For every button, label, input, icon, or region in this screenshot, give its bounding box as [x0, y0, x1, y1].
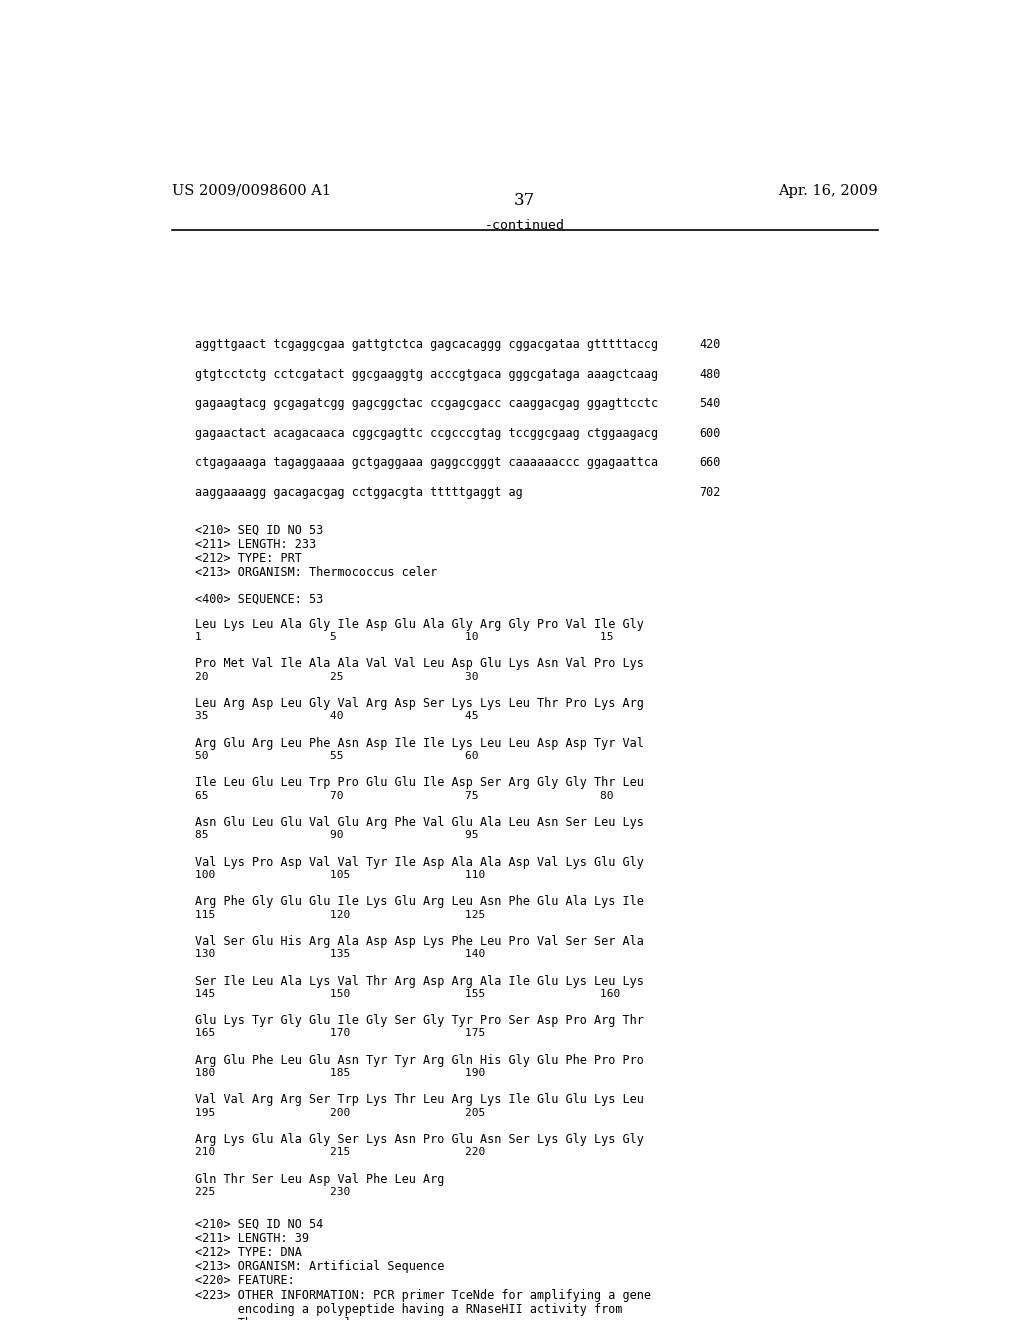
- Text: aaggaaaagg gacagacgag cctggacgta tttttgaggt ag: aaggaaaagg gacagacgag cctggacgta tttttga…: [196, 486, 523, 499]
- Text: gagaagtacg gcgagatcgg gagcggctac ccgagcgacc caaggacgag ggagttcctc: gagaagtacg gcgagatcgg gagcggctac ccgagcg…: [196, 397, 658, 411]
- Text: encoding a polypeptide having a RNaseHII activity from: encoding a polypeptide having a RNaseHII…: [196, 1303, 623, 1316]
- Text: Pro Met Val Ile Ala Ala Val Val Leu Asp Glu Lys Asn Val Pro Lys: Pro Met Val Ile Ala Ala Val Val Leu Asp …: [196, 657, 644, 671]
- Text: <213> ORGANISM: Thermococcus celer: <213> ORGANISM: Thermococcus celer: [196, 566, 437, 579]
- Text: Ser Ile Leu Ala Lys Val Thr Arg Asp Arg Ala Ile Glu Lys Leu Lys: Ser Ile Leu Ala Lys Val Thr Arg Asp Arg …: [196, 974, 644, 987]
- Text: <212> TYPE: DNA: <212> TYPE: DNA: [196, 1246, 302, 1259]
- Text: <212> TYPE: PRT: <212> TYPE: PRT: [196, 552, 302, 565]
- Text: 35                  40                  45: 35 40 45: [196, 711, 479, 721]
- Text: Leu Arg Asp Leu Gly Val Arg Asp Ser Lys Lys Leu Thr Pro Lys Arg: Leu Arg Asp Leu Gly Val Arg Asp Ser Lys …: [196, 697, 644, 710]
- Text: 420: 420: [699, 338, 721, 351]
- Text: 540: 540: [699, 397, 721, 411]
- Text: 37: 37: [514, 191, 536, 209]
- Text: <211> LENGTH: 233: <211> LENGTH: 233: [196, 537, 316, 550]
- Text: ctgagaaaga tagaggaaaa gctgaggaaa gaggccgggt caaaaaaccc ggagaattca: ctgagaaaga tagaggaaaa gctgaggaaa gaggccg…: [196, 457, 658, 469]
- Text: Glu Lys Tyr Gly Glu Ile Gly Ser Gly Tyr Pro Ser Asp Pro Arg Thr: Glu Lys Tyr Gly Glu Ile Gly Ser Gly Tyr …: [196, 1014, 644, 1027]
- Text: Val Ser Glu His Arg Ala Asp Asp Lys Phe Leu Pro Val Ser Ser Ala: Val Ser Glu His Arg Ala Asp Asp Lys Phe …: [196, 935, 644, 948]
- Text: Asn Glu Leu Glu Val Glu Arg Phe Val Glu Ala Leu Asn Ser Leu Lys: Asn Glu Leu Glu Val Glu Arg Phe Val Glu …: [196, 816, 644, 829]
- Text: Ile Leu Glu Leu Trp Pro Glu Glu Ile Asp Ser Arg Gly Gly Thr Leu: Ile Leu Glu Leu Trp Pro Glu Glu Ile Asp …: [196, 776, 644, 789]
- Text: Arg Phe Gly Glu Glu Ile Lys Glu Arg Leu Asn Phe Glu Ala Lys Ile: Arg Phe Gly Glu Glu Ile Lys Glu Arg Leu …: [196, 895, 644, 908]
- Text: 600: 600: [699, 426, 721, 440]
- Text: <223> OTHER INFORMATION: PCR primer TceNde for amplifying a gene: <223> OTHER INFORMATION: PCR primer TceN…: [196, 1288, 651, 1302]
- Text: <210> SEQ ID NO 53: <210> SEQ ID NO 53: [196, 523, 324, 536]
- Text: 130                 135                 140: 130 135 140: [196, 949, 485, 960]
- Text: 660: 660: [699, 457, 721, 469]
- Text: 50                  55                  60: 50 55 60: [196, 751, 479, 760]
- Text: 145                 150                 155                 160: 145 150 155 160: [196, 989, 621, 999]
- Text: gtgtcctctg cctcgatact ggcgaaggtg acccgtgaca gggcgataga aaagctcaag: gtgtcctctg cctcgatact ggcgaaggtg acccgtg…: [196, 368, 658, 380]
- Text: <213> ORGANISM: Artificial Sequence: <213> ORGANISM: Artificial Sequence: [196, 1261, 444, 1274]
- Text: 20                  25                  30: 20 25 30: [196, 672, 479, 681]
- Text: aggttgaact tcgaggcgaa gattgtctca gagcacaggg cggacgataa gtttttaccg: aggttgaact tcgaggcgaa gattgtctca gagcaca…: [196, 338, 658, 351]
- Text: Thermococcus celer: Thermococcus celer: [196, 1317, 367, 1320]
- Text: 115                 120                 125: 115 120 125: [196, 909, 485, 920]
- Text: Arg Glu Arg Leu Phe Asn Asp Ile Ile Lys Leu Leu Asp Asp Tyr Val: Arg Glu Arg Leu Phe Asn Asp Ile Ile Lys …: [196, 737, 644, 750]
- Text: 210                 215                 220: 210 215 220: [196, 1147, 485, 1158]
- Text: Arg Lys Glu Ala Gly Ser Lys Asn Pro Glu Asn Ser Lys Gly Lys Gly: Arg Lys Glu Ala Gly Ser Lys Asn Pro Glu …: [196, 1133, 644, 1146]
- Text: <400> SEQUENCE: 53: <400> SEQUENCE: 53: [196, 593, 324, 606]
- Text: <220> FEATURE:: <220> FEATURE:: [196, 1274, 295, 1287]
- Text: 100                 105                 110: 100 105 110: [196, 870, 485, 880]
- Text: -continued: -continued: [484, 219, 565, 232]
- Text: US 2009/0098600 A1: US 2009/0098600 A1: [172, 183, 331, 198]
- Text: Leu Lys Leu Ala Gly Ile Asp Glu Ala Gly Arg Gly Pro Val Ile Gly: Leu Lys Leu Ala Gly Ile Asp Glu Ala Gly …: [196, 618, 644, 631]
- Text: 225                 230: 225 230: [196, 1187, 350, 1197]
- Text: 702: 702: [699, 486, 721, 499]
- Text: 85                  90                  95: 85 90 95: [196, 830, 479, 841]
- Text: 195                 200                 205: 195 200 205: [196, 1107, 485, 1118]
- Text: 65                  70                  75                  80: 65 70 75 80: [196, 791, 614, 801]
- Text: <211> LENGTH: 39: <211> LENGTH: 39: [196, 1232, 309, 1245]
- Text: Gln Thr Ser Leu Asp Val Phe Leu Arg: Gln Thr Ser Leu Asp Val Phe Leu Arg: [196, 1172, 444, 1185]
- Text: 165                 170                 175: 165 170 175: [196, 1028, 485, 1039]
- Text: Apr. 16, 2009: Apr. 16, 2009: [778, 183, 878, 198]
- Text: gagaactact acagacaaca cggcgagttc ccgcccgtag tccggcgaag ctggaagacg: gagaactact acagacaaca cggcgagttc ccgcccg…: [196, 426, 658, 440]
- Text: Val Val Arg Arg Ser Trp Lys Thr Leu Arg Lys Ile Glu Glu Lys Leu: Val Val Arg Arg Ser Trp Lys Thr Leu Arg …: [196, 1093, 644, 1106]
- Text: Arg Glu Phe Leu Glu Asn Tyr Tyr Arg Gln His Gly Glu Phe Pro Pro: Arg Glu Phe Leu Glu Asn Tyr Tyr Arg Gln …: [196, 1053, 644, 1067]
- Text: 480: 480: [699, 368, 721, 380]
- Text: <210> SEQ ID NO 54: <210> SEQ ID NO 54: [196, 1217, 324, 1230]
- Text: 180                 185                 190: 180 185 190: [196, 1068, 485, 1078]
- Text: Val Lys Pro Asp Val Val Tyr Ile Asp Ala Ala Asp Val Lys Glu Gly: Val Lys Pro Asp Val Val Tyr Ile Asp Ala …: [196, 855, 644, 869]
- Text: 1                   5                   10                  15: 1 5 10 15: [196, 632, 614, 642]
